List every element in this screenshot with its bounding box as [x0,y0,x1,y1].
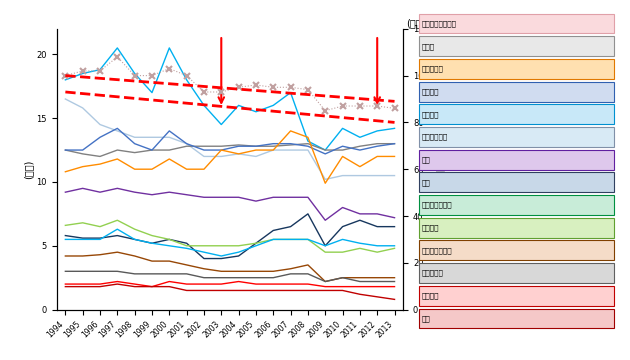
Text: (兆円): (兆円) [406,18,426,28]
Text: 鉄鈓: 鉄鈓 [421,179,430,186]
Text: 非鉄金属: 非鉄金属 [421,292,439,299]
Text: 電気機械: 電気機械 [421,111,439,118]
Text: 食料品: 食料品 [421,43,435,50]
Text: 化学: 化学 [421,156,430,163]
Text: 製造業計（右軸）: 製造業計（右軸） [421,20,457,27]
Text: パルプ・紙: パルプ・紙 [421,270,444,276]
Text: 繊維: 繊維 [421,315,430,322]
Y-axis label: (兆円): (兆円) [24,159,33,179]
Text: 輸送用機械: 輸送用機械 [421,66,444,72]
Y-axis label: (兆円): (兆円) [434,159,444,179]
Text: 金属製品: 金属製品 [421,224,439,231]
Text: 一般機械: 一般機械 [421,88,439,95]
Text: 石油・石炭製品: 石油・石炭製品 [421,202,452,208]
Text: 稯業・土石製品: 稯業・土石製品 [421,247,452,254]
Text: その他製造業: その他製造業 [421,134,448,140]
